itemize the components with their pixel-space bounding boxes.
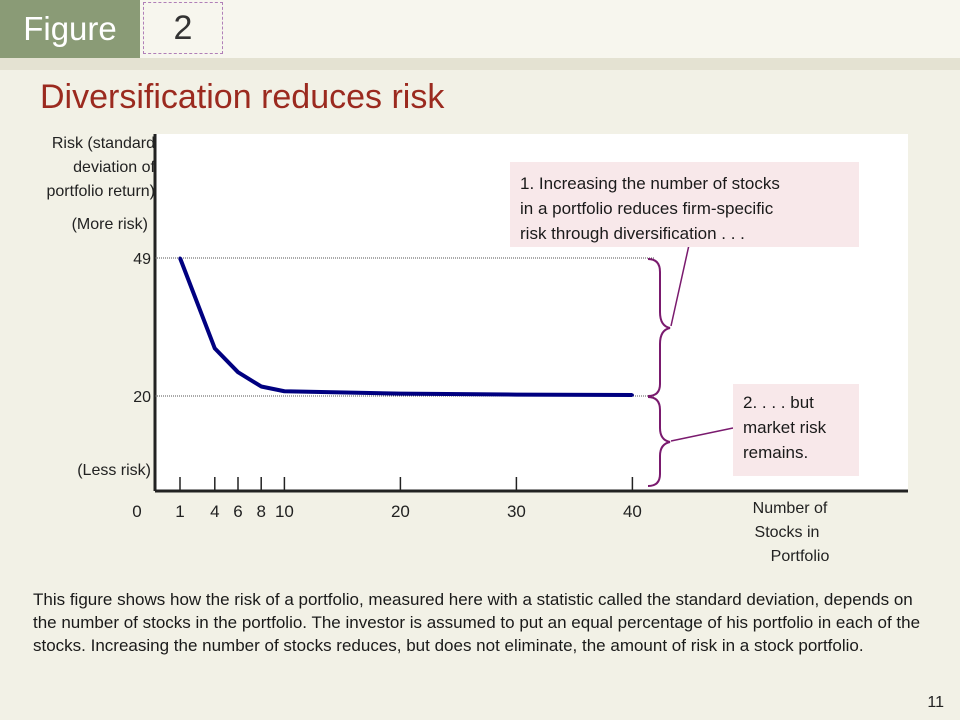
x-axis-label-line-0: Number of (753, 500, 828, 517)
figure-label: Figure (0, 0, 140, 58)
risk-point (213, 346, 217, 350)
y-tick-label-49: 49 (133, 251, 151, 268)
callout-1-line-0: 1. Increasing the number of stocks (520, 174, 780, 193)
figure-number: 2 (143, 2, 223, 54)
figure-caption: This figure shows how the risk of a port… (33, 590, 921, 655)
x-tick-label-10: 10 (275, 502, 294, 521)
callout-2-line-1: market risk (743, 418, 827, 437)
x-axis-label-line-2: Portfolio (771, 548, 830, 565)
y-axis-label-line-0: Risk (standard (52, 135, 155, 152)
y-tick-label-20: 20 (133, 389, 151, 406)
x-tick-label-4: 4 (210, 502, 219, 521)
market-risk-brace (647, 396, 671, 487)
callout-box-2 (733, 384, 859, 476)
origin-label: 0 (132, 502, 141, 521)
y-axis-less-risk-label: (Less risk) (77, 462, 151, 479)
x-tick-label-30: 30 (507, 502, 526, 521)
callout-1-line-1: in a portfolio reduces firm-specific (520, 199, 774, 218)
y-axis-more-risk-label: (More risk) (72, 216, 148, 233)
x-tick-label-20: 20 (391, 502, 410, 521)
y-axis-label-line-1: deviation of (73, 159, 155, 176)
risk-point (236, 370, 240, 374)
x-tick-label-1: 1 (175, 502, 184, 521)
y-axis-label-line-2: portfolio return) (47, 183, 156, 200)
risk-point (178, 256, 182, 260)
risk-point (282, 389, 286, 393)
callout-1-line-2: risk through diversification . . . (520, 224, 745, 243)
risk-point (398, 392, 402, 396)
slide-title: Diversification reduces risk (40, 78, 445, 116)
risk-point (630, 393, 634, 397)
x-tick-label-40: 40 (623, 502, 642, 521)
callout-2-line-2: remains. (743, 443, 808, 462)
risk-point (259, 384, 263, 388)
risk-point (514, 393, 518, 397)
x-tick-label-8: 8 (256, 502, 265, 521)
callout-box-1 (510, 162, 859, 247)
callout-connector-1 (670, 244, 690, 327)
callout-2-line-0: 2. . . . but (743, 393, 814, 412)
risk-curve (178, 257, 633, 398)
x-axis-label-line-1: Stocks in (755, 524, 820, 541)
callout-connector-2 (670, 427, 734, 442)
page-number: 11 (927, 694, 944, 711)
header-rule (0, 58, 960, 70)
firm-risk-brace (647, 258, 671, 397)
x-tick-label-6: 6 (233, 502, 242, 521)
